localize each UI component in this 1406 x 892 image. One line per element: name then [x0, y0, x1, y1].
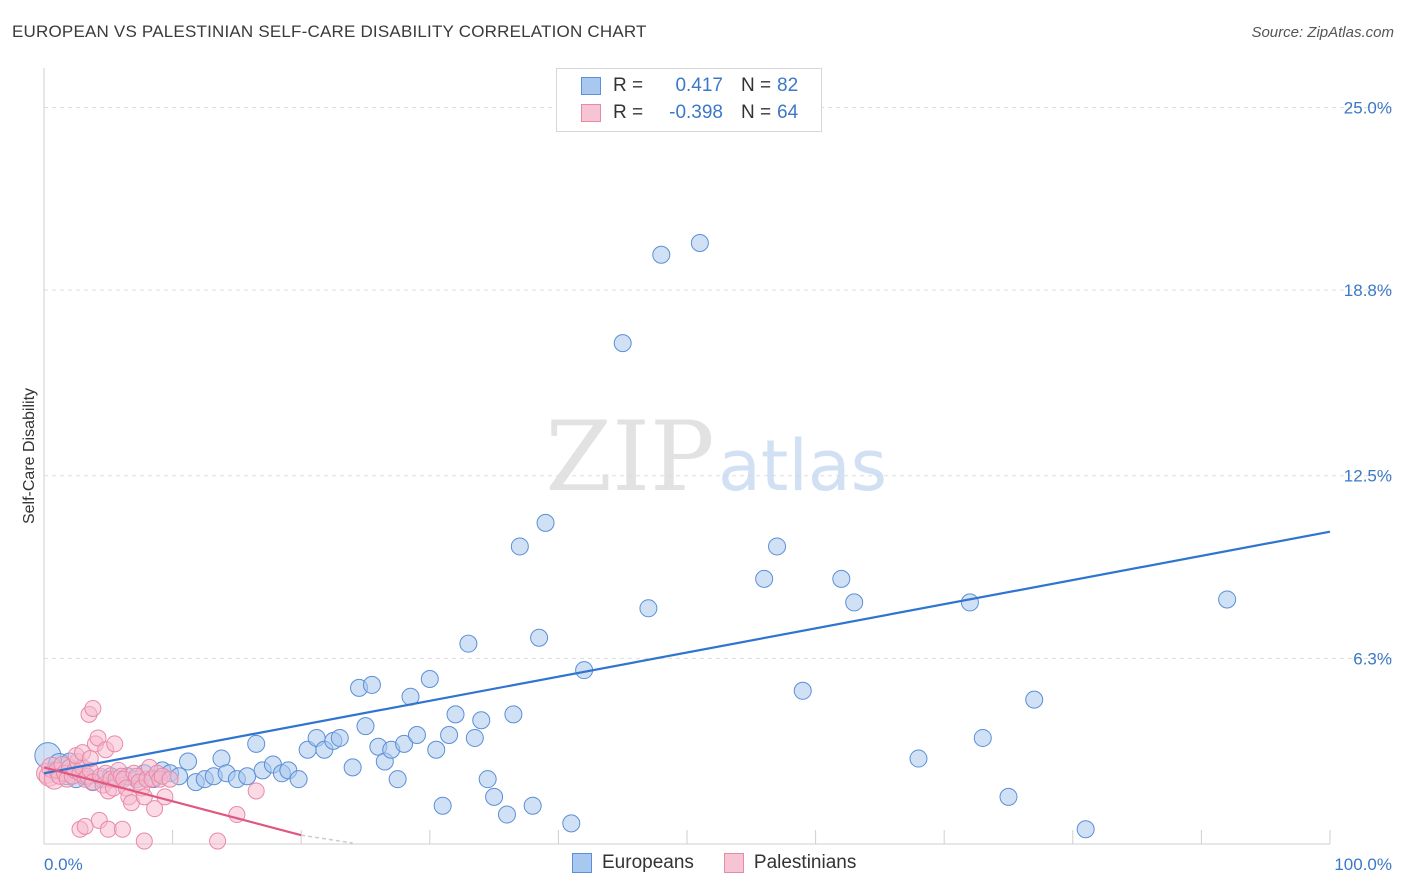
european-point	[459, 634, 478, 653]
european-point	[446, 705, 465, 724]
european-point	[440, 725, 459, 744]
palestinian-point	[135, 832, 153, 850]
y-tick-label: 6.3%	[1353, 649, 1392, 668]
europeans-swatch	[581, 77, 601, 95]
european-point	[289, 770, 308, 789]
watermark-zip: ZIP	[545, 401, 714, 513]
legend-row-europeans: R = 0.417 N = 82	[581, 73, 816, 99]
trend-lines	[43, 530, 1331, 844]
r-label: R =	[613, 75, 644, 96]
european-point	[755, 569, 774, 588]
europeans-legend-label: Europeans	[602, 852, 694, 873]
european-point	[690, 233, 709, 252]
n-value: 82	[777, 75, 799, 96]
r-label: R =	[613, 102, 644, 123]
european-point	[510, 537, 529, 556]
legend-row-palestinians: R = -0.398 N = 64	[581, 100, 816, 126]
legend-item-palestinians[interactable]: Palestinians	[723, 852, 857, 874]
palestinians-swatch	[581, 104, 601, 122]
palestinian-point	[99, 820, 117, 838]
european-point	[504, 705, 523, 724]
european-point	[1025, 690, 1044, 709]
european-point	[639, 599, 658, 618]
r-value: 0.417	[675, 75, 723, 96]
european-point	[960, 593, 979, 612]
european-point	[909, 749, 928, 768]
x-tick-labels: 0.0% 100.0%	[44, 855, 1392, 874]
palestinian-trend-line	[43, 766, 302, 837]
european-point	[247, 734, 266, 753]
palestinian-point	[209, 832, 227, 850]
palestinian-point	[76, 817, 94, 835]
palestinian-point	[113, 820, 131, 838]
palestinian-point	[106, 735, 124, 753]
n-value: 64	[777, 102, 799, 123]
y-tick-label: 18.8%	[1344, 281, 1392, 300]
european-point	[472, 711, 491, 730]
european-point	[362, 675, 381, 694]
european-point	[530, 628, 549, 647]
n-label: N =	[741, 75, 772, 96]
european-point	[433, 796, 452, 815]
european-point	[343, 758, 362, 777]
european-point	[1076, 820, 1095, 839]
palestinian-point	[146, 800, 164, 818]
european-point	[465, 728, 484, 747]
r-value: -0.398	[669, 102, 723, 123]
european-point	[388, 770, 407, 789]
european-point	[768, 537, 787, 556]
european-point	[973, 728, 992, 747]
european-point	[999, 787, 1018, 806]
chart-title: EUROPEAN VS PALESTINIAN SELF-CARE DISABI…	[12, 22, 647, 41]
european-point	[420, 670, 439, 689]
watermark-atlas: atlas	[718, 425, 887, 507]
europeans-legend-swatch	[572, 853, 592, 873]
european-point	[407, 725, 426, 744]
european-point	[845, 593, 864, 612]
legend-item-europeans[interactable]: Europeans	[572, 852, 694, 874]
european-point	[485, 787, 504, 806]
x-tick-label: 100.0%	[1334, 855, 1392, 874]
european-point	[356, 717, 375, 736]
palestinians-legend-label: Palestinians	[753, 852, 857, 873]
palestinian-point	[247, 782, 265, 800]
palestinian-point	[81, 750, 99, 768]
source-label: Source: ZipAtlas.com	[1251, 24, 1394, 41]
european-point	[613, 334, 632, 353]
palestinians-legend-swatch	[723, 853, 744, 873]
palestinian-point	[161, 770, 179, 788]
correlation-legend: R = 0.417 N = 82 R = -0.398 N = 64	[556, 68, 822, 132]
european-point	[179, 752, 198, 771]
european-point	[238, 767, 257, 786]
european-point	[427, 740, 446, 759]
y-axis-title: Self-Care Disability	[21, 388, 38, 524]
x-tick-label: 0.0%	[44, 855, 83, 874]
y-tick-label: 25.0%	[1344, 98, 1392, 117]
european-point	[832, 569, 851, 588]
european-trend-line	[43, 530, 1331, 775]
y-tick-label: 12.5%	[1344, 467, 1392, 486]
european-points	[34, 233, 1237, 839]
european-point	[652, 245, 671, 264]
european-point	[395, 734, 414, 753]
grid-lines	[44, 106, 1392, 844]
palestinian-point	[89, 729, 107, 747]
european-point	[1218, 590, 1237, 609]
european-point	[330, 728, 349, 747]
european-point	[478, 770, 497, 789]
series-legend: Europeans Palestinians	[572, 852, 886, 874]
european-point	[562, 814, 581, 833]
n-label: N =	[741, 102, 772, 123]
european-point	[793, 681, 812, 700]
y-tick-labels: 6.3% 12.5% 18.8% 25.0%	[1344, 98, 1392, 668]
european-point	[497, 805, 516, 824]
palestinian-trend-extension	[301, 834, 353, 844]
palestinian-point	[84, 699, 102, 717]
european-point	[523, 796, 542, 815]
axes	[43, 68, 1330, 845]
european-point	[536, 513, 555, 532]
